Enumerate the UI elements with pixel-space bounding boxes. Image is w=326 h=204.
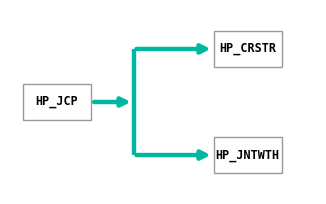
FancyBboxPatch shape (214, 137, 282, 173)
FancyBboxPatch shape (214, 31, 282, 67)
Text: HP_JCP: HP_JCP (36, 95, 79, 109)
Text: HP_JNTWTH: HP_JNTWTH (216, 149, 280, 162)
FancyBboxPatch shape (23, 84, 91, 120)
Text: HP_CRSTR: HP_CRSTR (219, 42, 276, 55)
